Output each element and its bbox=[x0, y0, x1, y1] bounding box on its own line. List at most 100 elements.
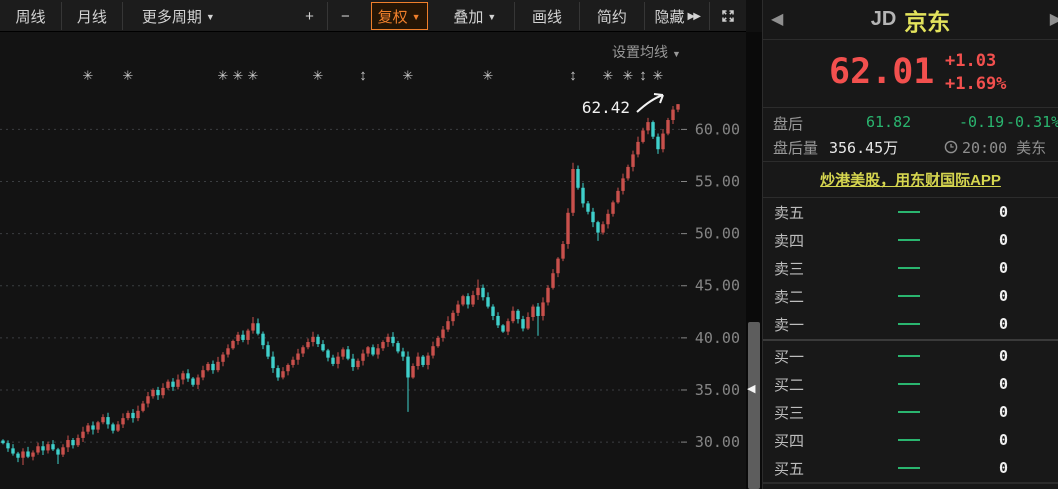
toolbar-button-hide[interactable]: 隐藏 ▶▶ bbox=[643, 2, 709, 30]
fullscreen-icon[interactable] bbox=[708, 2, 746, 30]
order-row-sell[interactable]: 卖五 0 bbox=[763, 198, 1058, 226]
panel-scrollbar[interactable]: ◀ bbox=[746, 32, 762, 489]
candle-body bbox=[216, 361, 220, 371]
event-marker-star-icon[interactable]: ✳ bbox=[313, 68, 324, 83]
candle-body bbox=[421, 356, 425, 365]
after-hours-label: 盘后 bbox=[773, 116, 804, 133]
candle-body bbox=[431, 346, 435, 356]
candle-body bbox=[126, 412, 130, 419]
candle-body bbox=[246, 330, 250, 340]
order-row-buy[interactable]: 买三 0 bbox=[763, 398, 1058, 426]
empty-price-dash bbox=[898, 411, 920, 413]
promo-row: 炒港美股，用东财国际APP bbox=[763, 162, 1058, 198]
candle-body bbox=[566, 212, 570, 245]
candle-body bbox=[591, 211, 595, 223]
candle-body bbox=[66, 440, 70, 448]
candle-body bbox=[1, 440, 5, 444]
chevron-down-icon: ▼ bbox=[205, 12, 215, 22]
candle-body bbox=[446, 321, 450, 330]
event-marker-star-icon[interactable]: ✳ bbox=[403, 68, 414, 83]
promo-link[interactable]: 炒港美股，用东财国际APP bbox=[820, 172, 1001, 189]
toolbar-button-label: 叠加 bbox=[453, 8, 484, 26]
candle-body bbox=[326, 350, 330, 358]
candle-body bbox=[671, 109, 675, 121]
order-row-buy[interactable]: 买二 0 bbox=[763, 370, 1058, 398]
stock-symbol: JD bbox=[870, 8, 897, 30]
candle-body bbox=[86, 425, 90, 432]
candle-body bbox=[366, 347, 370, 354]
event-marker-updown-icon[interactable]: ↕ bbox=[639, 67, 647, 84]
candle-body bbox=[6, 443, 10, 449]
event-marker-updown-icon[interactable]: ↕ bbox=[569, 67, 577, 84]
toolbar-button-more-periods[interactable]: 更多周期 ▼ bbox=[121, 2, 234, 30]
candle-body bbox=[151, 389, 155, 397]
order-level-label: 卖四 bbox=[774, 232, 805, 250]
order-row-sell[interactable]: 卖四 0 bbox=[763, 226, 1058, 254]
candle-body bbox=[436, 337, 440, 347]
order-level-label: 卖五 bbox=[774, 204, 805, 222]
toolbar-button-label: 周线 bbox=[15, 8, 46, 26]
candle-body bbox=[576, 169, 580, 188]
candle-body bbox=[71, 440, 75, 446]
event-marker-star-icon[interactable]: ✳ bbox=[123, 68, 134, 83]
toolbar-button-zoom-out[interactable]: − bbox=[327, 2, 362, 30]
toolbar-button-overlay[interactable]: 叠加 ▼ bbox=[436, 2, 515, 30]
candle-body bbox=[76, 437, 80, 446]
candle-body bbox=[321, 344, 325, 351]
toolbar-button-adjust[interactable]: 复权 ▼ bbox=[370, 2, 428, 30]
candlestick-chart[interactable]: 60.00 55.00 50.00 45.00 40.00 35.00 30.00 ✳ ✳ ✳ ✳ ✳… bbox=[0, 32, 746, 489]
candle-body bbox=[111, 424, 115, 431]
order-row-sell[interactable]: 卖一 0 bbox=[763, 310, 1058, 338]
toolbar-button-simple[interactable]: 简约 bbox=[578, 2, 644, 30]
toolbar-button-zoom-in[interactable]: + bbox=[292, 2, 327, 30]
event-marker-star-icon[interactable]: ✳ bbox=[83, 68, 94, 83]
annotation-arrowhead bbox=[653, 93, 664, 104]
empty-price-dash bbox=[898, 323, 920, 325]
order-level-label: 卖三 bbox=[774, 260, 805, 278]
order-row-buy[interactable]: 买一 0 bbox=[763, 342, 1058, 370]
order-row-buy[interactable]: 买五 0 bbox=[763, 454, 1058, 482]
candle-body bbox=[381, 342, 385, 349]
toolbar-button-monthly[interactable]: 月线 bbox=[60, 2, 122, 30]
event-marker-star-icon[interactable]: ✳ bbox=[248, 68, 259, 83]
candle-body bbox=[11, 448, 15, 454]
order-row-buy[interactable]: 买四 0 bbox=[763, 426, 1058, 454]
candle-body bbox=[236, 334, 240, 341]
candle-body bbox=[46, 444, 50, 451]
ma-settings-button[interactable]: 设置均线 ▼ bbox=[612, 42, 681, 62]
order-row-sell[interactable]: 卖二 0 bbox=[763, 282, 1058, 310]
scrollbar-thumb[interactable] bbox=[748, 322, 760, 489]
next-stock-icon[interactable]: ▶ bbox=[1050, 9, 1058, 29]
candle-body bbox=[416, 356, 420, 367]
after-hours-time: 20:00 美东 bbox=[962, 139, 1047, 157]
after-hours-volume-value: 356.45万 bbox=[829, 139, 899, 157]
order-volume-value: 0 bbox=[998, 203, 1008, 221]
y-axis-label: 35.00 bbox=[695, 381, 740, 399]
candle-body bbox=[196, 377, 200, 385]
candle-body bbox=[231, 340, 235, 349]
event-marker-star-icon[interactable]: ✳ bbox=[653, 68, 664, 83]
event-marker-updown-icon[interactable]: ↕ bbox=[359, 67, 367, 84]
candle-body bbox=[356, 360, 360, 368]
toolbar-button-draw-line[interactable]: 画线 bbox=[514, 2, 579, 30]
candle-body bbox=[26, 451, 30, 457]
toolbar-button-weekly[interactable]: 周线 bbox=[0, 2, 61, 30]
event-marker-star-icon[interactable]: ✳ bbox=[233, 68, 244, 83]
event-marker-star-icon[interactable]: ✳ bbox=[623, 68, 634, 83]
event-marker-star-icon[interactable]: ✳ bbox=[483, 68, 494, 83]
empty-price-dash bbox=[898, 439, 920, 441]
candle-body bbox=[336, 356, 340, 364]
stock-name: 京东 bbox=[904, 8, 951, 35]
order-book: 卖五 0 卖四 0 卖三 0 卖二 0 卖一 0 买一 0 买二 0 买三 0 买四 0 买五 0 bbox=[763, 198, 1058, 484]
candle-body bbox=[166, 381, 170, 388]
collapse-panel-icon[interactable]: ◀ bbox=[747, 383, 756, 395]
price-change: +1.03 bbox=[945, 51, 997, 71]
candle-body bbox=[96, 422, 100, 430]
event-marker-star-icon[interactable]: ✳ bbox=[218, 68, 229, 83]
candle-body bbox=[476, 287, 480, 296]
event-marker-star-icon[interactable]: ✳ bbox=[603, 68, 614, 83]
prev-stock-icon[interactable]: ◀ bbox=[771, 11, 784, 28]
candle-body bbox=[171, 381, 175, 387]
order-row-sell[interactable]: 卖三 0 bbox=[763, 254, 1058, 282]
candle-body bbox=[441, 329, 445, 338]
